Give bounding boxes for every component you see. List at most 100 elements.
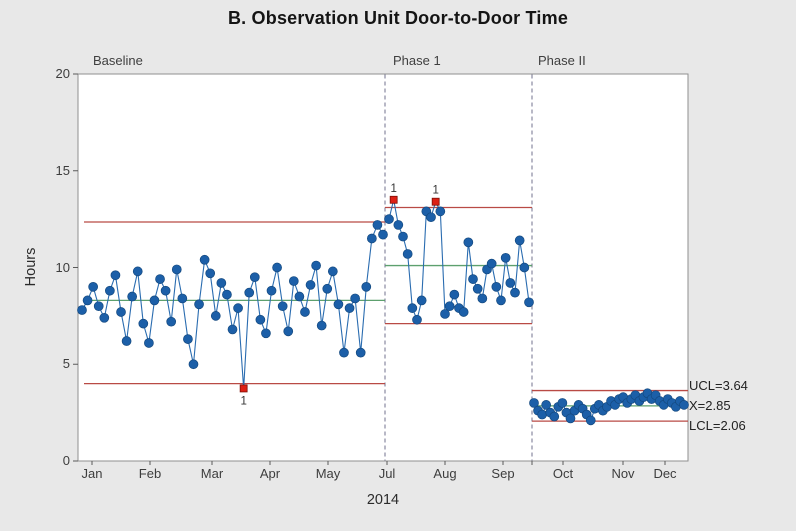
data-point — [444, 301, 455, 312]
y-tick-label: 15 — [55, 162, 70, 178]
data-point — [393, 220, 404, 230]
phase-label: Baseline — [93, 53, 143, 68]
y-tick-label: 5 — [62, 356, 70, 372]
data-point — [88, 282, 98, 292]
data-point — [205, 268, 216, 279]
x-tick-label: May — [315, 466, 341, 481]
y-axis-title: Hours — [23, 247, 39, 287]
data-point — [132, 266, 143, 277]
x-tick-label: Apr — [259, 466, 281, 481]
x-axis-title: 2014 — [366, 492, 400, 508]
data-point — [491, 282, 502, 292]
data-point — [378, 229, 388, 240]
data-point — [110, 270, 121, 281]
data-point — [121, 336, 132, 346]
data-point — [350, 293, 360, 304]
y-tick-label: 10 — [55, 259, 70, 275]
data-point — [412, 314, 422, 325]
lcl-annotation: LCL=2.06 — [689, 418, 746, 433]
x-tick-label: Dec — [653, 466, 677, 481]
data-point — [367, 233, 377, 244]
data-point — [529, 398, 539, 408]
flag-label: 1 — [390, 183, 396, 195]
data-point — [679, 400, 689, 410]
flag-label: 1 — [240, 395, 246, 407]
x-tick-label: Oct — [552, 466, 574, 481]
data-point — [116, 307, 126, 317]
x-tick-label: Nov — [611, 466, 635, 481]
data-point — [144, 338, 154, 348]
data-point — [77, 305, 87, 315]
data-point — [344, 303, 355, 313]
data-point — [537, 409, 547, 420]
x-tick-label: Mar — [200, 466, 224, 481]
data-point — [177, 293, 188, 304]
y-tick-label: 20 — [55, 66, 70, 81]
data-point — [524, 297, 534, 308]
data-point — [398, 231, 408, 242]
data-point — [402, 249, 413, 259]
data-point — [210, 311, 221, 321]
data-point — [311, 260, 321, 271]
flagged-point — [389, 195, 398, 204]
data-point — [244, 287, 255, 298]
mean-annotation: X=2.85 — [689, 398, 731, 413]
data-point — [541, 400, 552, 410]
data-point — [171, 264, 182, 275]
data-point — [468, 274, 478, 284]
data-point — [233, 303, 243, 313]
data-point — [333, 299, 344, 310]
data-point — [486, 258, 497, 269]
data-point — [505, 278, 516, 288]
data-point — [255, 314, 266, 325]
data-point — [149, 295, 160, 306]
x-tick-label: Jul — [378, 466, 396, 481]
data-point — [82, 295, 93, 306]
data-point — [458, 307, 469, 317]
phase-label: Phase II — [538, 53, 586, 68]
data-point — [216, 278, 227, 288]
phase-label: Phase 1 — [393, 53, 441, 68]
data-point — [361, 282, 372, 292]
data-point — [585, 415, 596, 426]
data-point — [127, 291, 138, 302]
data-point — [294, 291, 305, 302]
chart-title: B. Observation Unit Door-to-Door Time — [227, 8, 569, 28]
data-point — [194, 299, 204, 310]
data-point — [300, 307, 310, 317]
ucl-annotation: UCL=3.64 — [689, 378, 748, 393]
data-point — [500, 252, 511, 263]
data-point — [472, 283, 483, 294]
control-chart-canvas: 1 1 1 — [73, 73, 689, 465]
data-point — [222, 289, 232, 300]
data-point — [261, 328, 271, 339]
flagged-point — [239, 384, 248, 393]
data-point — [188, 359, 199, 370]
data-point — [160, 285, 171, 296]
data-point — [227, 324, 238, 335]
data-point — [557, 398, 568, 408]
data-point — [155, 274, 165, 284]
flag-label: 1 — [432, 185, 438, 197]
data-point — [272, 262, 282, 273]
data-point — [93, 301, 104, 312]
data-point — [99, 312, 110, 323]
data-point — [322, 283, 333, 294]
x-tick-label: Feb — [138, 466, 162, 481]
data-point — [435, 206, 446, 217]
data-point — [166, 316, 177, 327]
data-point — [339, 347, 349, 358]
x-tick-label: Sep — [491, 466, 515, 481]
y-tick-label: 0 — [62, 453, 70, 468]
phase-labels-row: Baseline Phase 1 Phase II — [78, 53, 688, 70]
x-axis-tick-labels: Jan Feb Mar Apr May Jul Aug Sep Oct Nov Dec — [78, 466, 698, 484]
data-point — [449, 289, 460, 300]
data-point — [416, 295, 427, 306]
data-point — [384, 214, 394, 224]
data-point — [199, 254, 210, 265]
data-point — [316, 320, 327, 331]
data-point — [277, 301, 288, 312]
data-point — [565, 413, 576, 424]
data-point — [407, 303, 418, 313]
